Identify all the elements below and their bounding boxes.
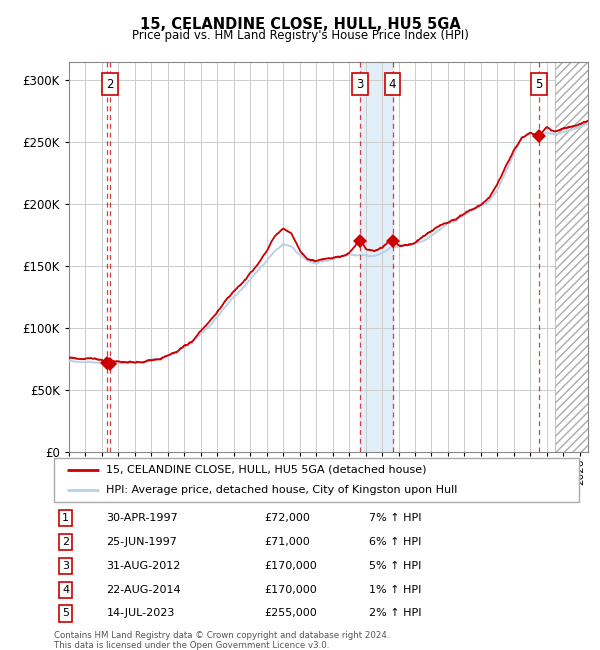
Text: 5: 5 bbox=[62, 608, 69, 618]
Text: 5: 5 bbox=[536, 77, 543, 90]
FancyBboxPatch shape bbox=[54, 458, 579, 502]
Text: 14-JUL-2023: 14-JUL-2023 bbox=[107, 608, 175, 618]
Text: 4: 4 bbox=[389, 77, 397, 90]
Text: 3: 3 bbox=[356, 77, 364, 90]
Text: 15, CELANDINE CLOSE, HULL, HU5 5GA (detached house): 15, CELANDINE CLOSE, HULL, HU5 5GA (deta… bbox=[107, 465, 427, 474]
Text: Contains HM Land Registry data © Crown copyright and database right 2024.: Contains HM Land Registry data © Crown c… bbox=[54, 630, 389, 640]
Text: 5% ↑ HPI: 5% ↑ HPI bbox=[369, 561, 421, 571]
Text: 2: 2 bbox=[62, 537, 69, 547]
Text: 25-JUN-1997: 25-JUN-1997 bbox=[107, 537, 178, 547]
Text: 31-AUG-2012: 31-AUG-2012 bbox=[107, 561, 181, 571]
Text: 6% ↑ HPI: 6% ↑ HPI bbox=[369, 537, 421, 547]
Text: 15, CELANDINE CLOSE, HULL, HU5 5GA: 15, CELANDINE CLOSE, HULL, HU5 5GA bbox=[140, 17, 460, 32]
Text: 1% ↑ HPI: 1% ↑ HPI bbox=[369, 584, 421, 595]
Text: 2: 2 bbox=[106, 77, 114, 90]
Text: 7% ↑ HPI: 7% ↑ HPI bbox=[369, 514, 421, 523]
Text: £71,000: £71,000 bbox=[264, 537, 310, 547]
Bar bbox=[555, 62, 588, 452]
Text: Price paid vs. HM Land Registry's House Price Index (HPI): Price paid vs. HM Land Registry's House … bbox=[131, 29, 469, 42]
Text: 1: 1 bbox=[62, 514, 69, 523]
Text: 22-AUG-2014: 22-AUG-2014 bbox=[107, 584, 181, 595]
Text: £170,000: £170,000 bbox=[264, 561, 317, 571]
Text: 4: 4 bbox=[62, 584, 69, 595]
Text: £72,000: £72,000 bbox=[264, 514, 310, 523]
Text: 2% ↑ HPI: 2% ↑ HPI bbox=[369, 608, 421, 618]
Text: £255,000: £255,000 bbox=[264, 608, 317, 618]
Text: 3: 3 bbox=[62, 561, 69, 571]
Text: This data is licensed under the Open Government Licence v3.0.: This data is licensed under the Open Gov… bbox=[54, 641, 329, 650]
Text: £170,000: £170,000 bbox=[264, 584, 317, 595]
Text: HPI: Average price, detached house, City of Kingston upon Hull: HPI: Average price, detached house, City… bbox=[107, 485, 458, 495]
Text: 30-APR-1997: 30-APR-1997 bbox=[107, 514, 178, 523]
Bar bbox=[360, 62, 392, 452]
